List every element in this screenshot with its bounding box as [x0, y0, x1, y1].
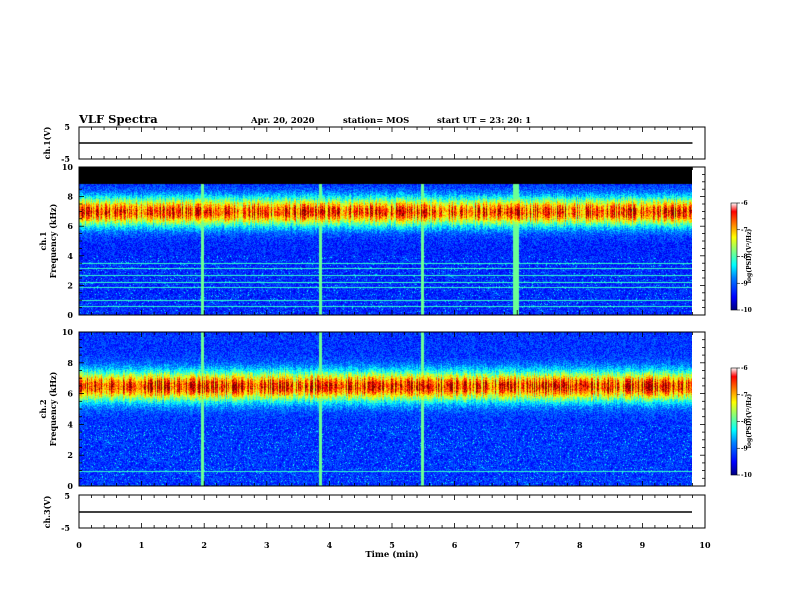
ch2-spectrogram-image: [79, 332, 692, 486]
frequency-tick-label: 0: [67, 481, 73, 491]
colorbar-tick-label: -7: [741, 392, 748, 399]
ch3-voltage-panel: 5 -5 ch.3(V): [42, 491, 706, 533]
frequency-tick-label: 6: [67, 221, 73, 231]
ch2-frequency-ticks: 0 2 4 6 8 10: [62, 327, 705, 491]
time-tick-label: 10: [699, 540, 711, 550]
ch1-spectrogram-panel: 0 2 4 6 8 10 ch.1 Frequency (kHz) -6 -7 -8 -9 -10…: [38, 162, 753, 320]
time-tick-label: 1: [139, 540, 145, 550]
ch3-ytick-bottom: -5: [61, 523, 70, 533]
ch1-frequency-ylabel: Frequency (kHz): [48, 203, 58, 278]
ch2-colorbar: -6 -7 -8 -9 -10 log(PSD)(V²/Hz): [730, 365, 753, 479]
colorbar-tick-label: -9: [741, 445, 748, 452]
ch3-voltage-ylabel: ch.3(V): [42, 495, 52, 528]
ch2-frequency-ylabel: Frequency (kHz): [48, 371, 58, 446]
time-tick-label: 2: [201, 540, 207, 550]
frequency-tick-label: 10: [62, 162, 74, 172]
ch1-ytick-bottom: -5: [61, 154, 70, 164]
time-tick-label: 5: [389, 540, 395, 550]
colorbar-tick-label: -6: [741, 365, 748, 372]
time-tick-label: 9: [640, 540, 646, 550]
time-tick-label: 6: [452, 540, 458, 550]
ch2-channel-label: ch.2: [38, 399, 48, 418]
time-axis-label: Time (min): [365, 549, 418, 560]
ch1-spectrogram-time-ticks: [78, 167, 706, 315]
colorbar-tick-label: -8: [741, 254, 748, 261]
ch3-ytick-top: 5: [64, 491, 70, 501]
ch1-spectrogram-image: [79, 167, 692, 315]
ch1-colorbar-ticks: -6 -7 -8 -9 -10: [737, 200, 752, 314]
ch1-voltage-panel: 5 -5 ch.1(V): [42, 122, 706, 164]
time-tick-label: 3: [264, 540, 270, 550]
colorbar-tick-label: -10: [741, 472, 752, 479]
ch2-colorbar-label: log(PSD)(V²/Hz): [746, 394, 753, 449]
ch1-channel-label: ch.1: [38, 231, 48, 250]
ch2-spectrogram-panel: 0 2 4 6 8 10 ch.2 Frequency (kHz) -6 -7 -8 -9 -10…: [38, 327, 753, 491]
date-label: Apr. 20, 2020: [250, 116, 315, 126]
ch1-frequency-ticks: 0 2 4 6 8 10: [62, 162, 705, 320]
colorbar-tick-label: -8: [741, 419, 748, 426]
frequency-tick-label: 4: [67, 251, 73, 261]
ch3-voltage-time-ticks: [78, 495, 706, 528]
frequency-tick-label: 6: [67, 389, 73, 399]
time-axis-tick-labels: 0 1 2 3 4 5 6 7 8 9 10: [76, 540, 711, 550]
ch1-ytick-top: 5: [64, 122, 70, 132]
time-tick-label: 8: [577, 540, 583, 550]
ch1-colorbar-scale: [730, 202, 738, 311]
colorbar-tick-label: -9: [741, 280, 748, 287]
colorbar-tick-label: -7: [741, 227, 748, 234]
ch2-spectrogram-time-ticks: [78, 332, 706, 486]
frequency-tick-label: 8: [67, 192, 73, 202]
frequency-tick-label: 2: [67, 280, 73, 290]
colorbar-tick-label: -6: [741, 200, 748, 207]
ch2-colorbar-scale: [730, 367, 738, 476]
colorbar-tick-label: -10: [741, 307, 752, 314]
frequency-tick-label: 8: [67, 358, 73, 368]
frequency-tick-label: 10: [62, 327, 74, 337]
start-time-label: start UT = 23: 20: 1: [437, 116, 531, 126]
time-tick-label: 4: [327, 540, 333, 550]
ch1-voltage-ylabel: ch.1(V): [42, 126, 52, 159]
figure-title: VLF Spectra: [78, 112, 158, 126]
ch2-colorbar-ticks: -6 -7 -8 -9 -10: [737, 365, 752, 479]
station-label: station= MOS: [343, 116, 409, 126]
time-tick-label: 0: [76, 540, 82, 550]
ch1-colorbar: -6 -7 -8 -9 -10 log(PSD)(V²/Hz): [730, 200, 753, 314]
time-tick-label: 7: [514, 540, 520, 550]
ch1-colorbar-label: log(PSD)(V²/Hz): [746, 229, 753, 284]
frequency-tick-label: 0: [67, 310, 73, 320]
frequency-tick-label: 4: [67, 419, 73, 429]
ch1-voltage-time-ticks: [78, 127, 706, 159]
frequency-tick-label: 2: [67, 450, 73, 460]
